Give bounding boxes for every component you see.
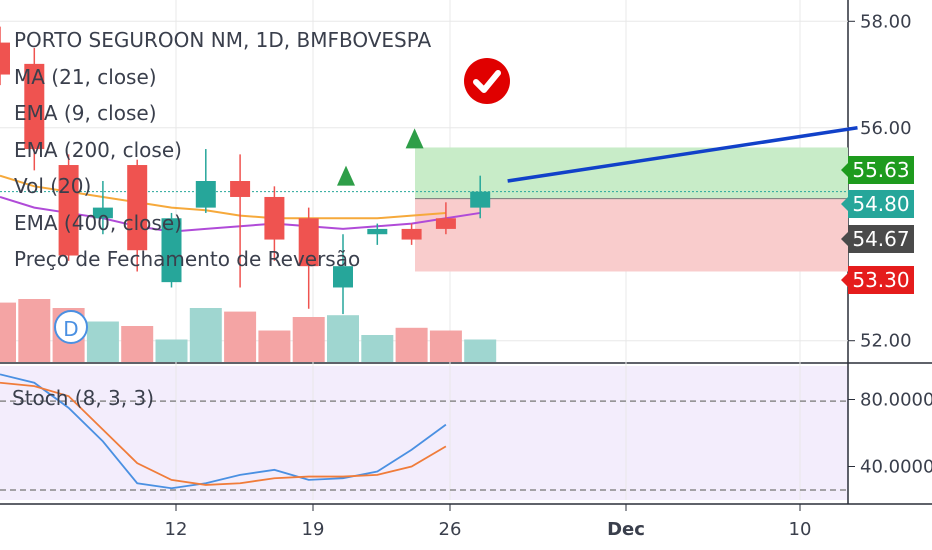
candle-body [470, 191, 491, 208]
legend-ema400: EMA (400, close) [14, 210, 182, 235]
stoch-pane-bg [0, 366, 848, 500]
candle-body [161, 218, 182, 283]
candle-body [401, 228, 422, 240]
volume-bar [121, 326, 154, 362]
checkmark-icon [464, 58, 510, 104]
x-tick-label-1: 19 [302, 519, 325, 540]
x-tick-label-2: 26 [439, 519, 462, 540]
volume-bar [258, 330, 291, 362]
trendline [507, 126, 858, 183]
volume-bar [189, 308, 222, 362]
reversal-marker [405, 128, 424, 149]
dividend-badge[interactable]: D [54, 310, 88, 344]
candle-body [435, 218, 456, 229]
candle-body [127, 165, 148, 251]
chart-legend: PORTO SEGUROON NM, 1D, BMFBOVESPA MA (21… [14, 22, 431, 278]
volume-bar [327, 315, 359, 362]
volume-bar [361, 335, 394, 362]
y-tick-label-0: 58.00 [860, 11, 912, 32]
y-tick-label-2: 52.00 [860, 331, 912, 352]
candle-body [0, 42, 10, 75]
x-tick-label-4: 10 [789, 519, 812, 540]
price-tag-entry: 54.67 [841, 225, 914, 253]
candle-body [298, 218, 319, 267]
candle-body [230, 181, 251, 197]
stoch-tick-label-1: 40.0000 [860, 457, 932, 478]
candle-body [24, 63, 45, 150]
volume-bar [155, 339, 188, 362]
volume-bar [292, 317, 325, 362]
stoch-label: Stoch (8, 3, 3) [12, 386, 155, 410]
symbol-title: PORTO SEGUROON NM, 1D, BMFBOVESPA [14, 28, 432, 52]
legend-ma21: MA (21, close) [14, 64, 157, 89]
y-tick-label-1: 56.00 [860, 118, 912, 139]
x-tick-label-3: Dec [607, 519, 645, 540]
reversal-marker [337, 165, 355, 186]
legend-ema9: EMA (9, close) [14, 101, 157, 125]
legend-reversal: Preço de Fechamento de Reversão [14, 247, 361, 271]
candle-body [58, 165, 79, 256]
candle-body [333, 266, 353, 288]
volume-bar [86, 321, 119, 362]
legend-ema200: EMA (200, close) [14, 137, 182, 162]
candle-body [92, 207, 113, 219]
profit-zone [415, 147, 848, 199]
candle-body [195, 181, 216, 208]
volume-bar [429, 330, 462, 362]
stoch-line-1 [0, 381, 447, 486]
stoch-tick-label-0: 80.0000 [860, 390, 932, 411]
legend-vol: Vol (20) [14, 174, 92, 198]
volume-bar [224, 311, 257, 362]
volume-bar [18, 299, 51, 362]
price-tag-current: 54.80 [841, 190, 914, 218]
x-tick-label-0: 12 [165, 519, 188, 540]
volume-bar [0, 302, 16, 362]
volume-bar [395, 327, 428, 362]
candle-body [367, 228, 388, 235]
price-tag-target: 55.63 [841, 156, 914, 184]
stoch-line-0 [0, 373, 447, 490]
volume-bar [464, 339, 497, 362]
price-tag-stop: 53.30 [841, 266, 914, 294]
candle-body [264, 196, 285, 240]
loss-zone [415, 198, 848, 272]
